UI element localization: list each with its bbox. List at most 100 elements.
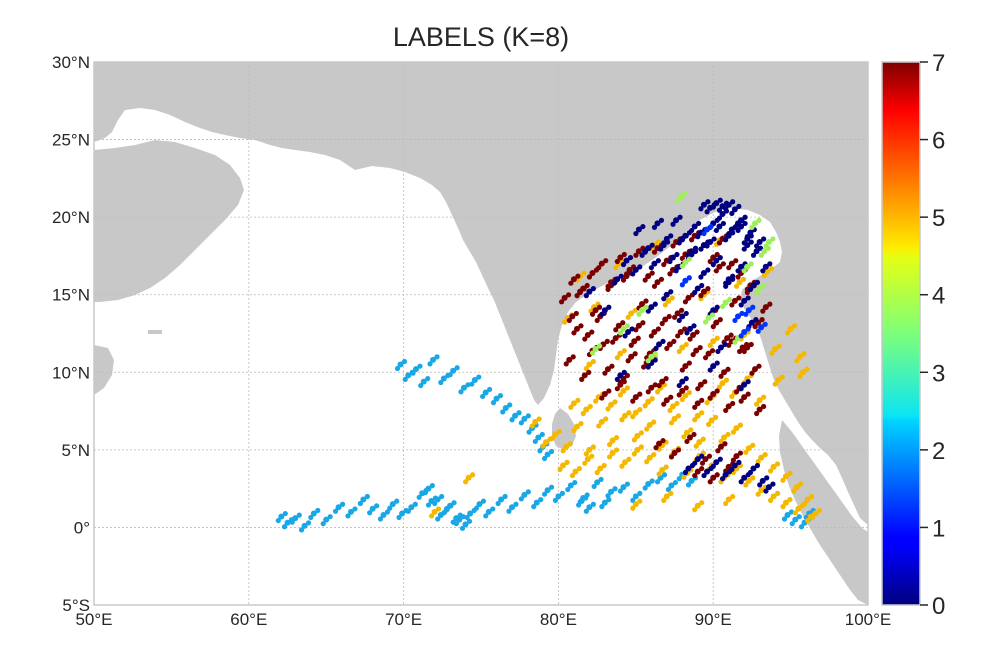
observation-point (681, 434, 687, 440)
observation-point (598, 418, 605, 425)
observation-point (577, 289, 583, 296)
observation-point (734, 313, 741, 320)
observation-point (630, 398, 636, 404)
observation-point (758, 487, 765, 494)
observation-point (596, 265, 602, 271)
observation-point (632, 409, 639, 416)
observation-point (755, 491, 761, 497)
observation-point (745, 326, 751, 332)
observation-point (666, 313, 672, 320)
observation-point (663, 375, 669, 382)
observation-point (626, 410, 632, 416)
observation-point (758, 252, 764, 258)
observation-point (689, 227, 695, 234)
observation-point (598, 260, 605, 267)
observation-point (586, 369, 592, 375)
observation-point (369, 505, 376, 512)
observation-point (323, 516, 330, 523)
observation-point (614, 258, 620, 265)
observation-point (748, 239, 754, 245)
observation-point (692, 460, 698, 466)
observation-point (691, 431, 697, 438)
observation-point (695, 386, 701, 392)
observation-point (566, 317, 572, 324)
observation-point (476, 374, 482, 380)
observation-point (420, 378, 427, 385)
observation-point (410, 370, 416, 376)
observation-point (539, 431, 545, 438)
observation-point (682, 469, 689, 476)
observation-point (659, 378, 666, 385)
observation-point (716, 384, 723, 390)
observation-point (656, 471, 662, 477)
colorbar-tick-label: 4 (932, 283, 945, 310)
observation-point (706, 421, 712, 427)
observation-point (408, 504, 415, 511)
observation-point (738, 263, 745, 270)
observation-point (629, 326, 635, 332)
observation-point (630, 271, 636, 277)
observation-point (698, 274, 704, 280)
observation-point (335, 504, 342, 511)
observation-point (664, 345, 670, 351)
observation-point (719, 211, 726, 218)
observation-point (660, 338, 666, 344)
observation-point (729, 466, 735, 472)
observation-point (668, 420, 675, 426)
observation-point (464, 514, 470, 521)
colorbar-tick-label: 6 (932, 128, 945, 155)
observation-point (625, 358, 631, 364)
observation-point (729, 210, 735, 216)
y-tick-label: 25°N (52, 131, 90, 150)
observation-point (799, 503, 805, 509)
observation-point (658, 276, 665, 282)
observation-point (683, 341, 689, 348)
observation-point (801, 351, 807, 357)
observation-point (547, 436, 553, 442)
observation-point (513, 501, 519, 507)
observation-point (749, 224, 755, 230)
colorbar-tick-label: 5 (932, 205, 945, 232)
observation-point (730, 400, 736, 407)
observation-point (699, 453, 705, 459)
observation-point (682, 277, 689, 284)
observation-point (529, 423, 535, 429)
observation-point (686, 389, 692, 396)
observation-point (744, 344, 751, 351)
observation-point (632, 266, 639, 273)
observation-point (473, 505, 480, 511)
observation-point (779, 374, 785, 380)
colorbar-tick-label: 2 (932, 438, 945, 465)
observation-point (624, 323, 631, 329)
observation-point (761, 403, 767, 410)
observation-point (787, 470, 793, 476)
observation-point (676, 392, 682, 398)
observation-point (495, 500, 501, 507)
observation-point (541, 491, 548, 497)
observation-point (723, 206, 729, 212)
observation-point (589, 269, 596, 276)
observation-point (292, 515, 299, 522)
observation-point (645, 245, 652, 252)
observation-point (651, 283, 658, 289)
observation-point (567, 441, 573, 447)
observation-point (713, 200, 720, 207)
observation-point (693, 347, 700, 354)
observation-point (741, 328, 748, 335)
observation-point (646, 454, 653, 461)
observation-point (603, 416, 609, 422)
observation-point (688, 251, 695, 258)
observation-point (525, 413, 531, 419)
observation-point (466, 518, 473, 524)
observation-point (440, 375, 447, 382)
map-area (94, 62, 868, 605)
observation-point (738, 398, 744, 404)
observation-point (694, 400, 701, 407)
observation-point (637, 490, 643, 496)
observation-point (763, 243, 769, 249)
observation-point (608, 488, 615, 495)
observation-point (507, 402, 513, 408)
observation-point (728, 226, 735, 233)
observation-point (721, 369, 728, 376)
observation-point (745, 295, 751, 301)
